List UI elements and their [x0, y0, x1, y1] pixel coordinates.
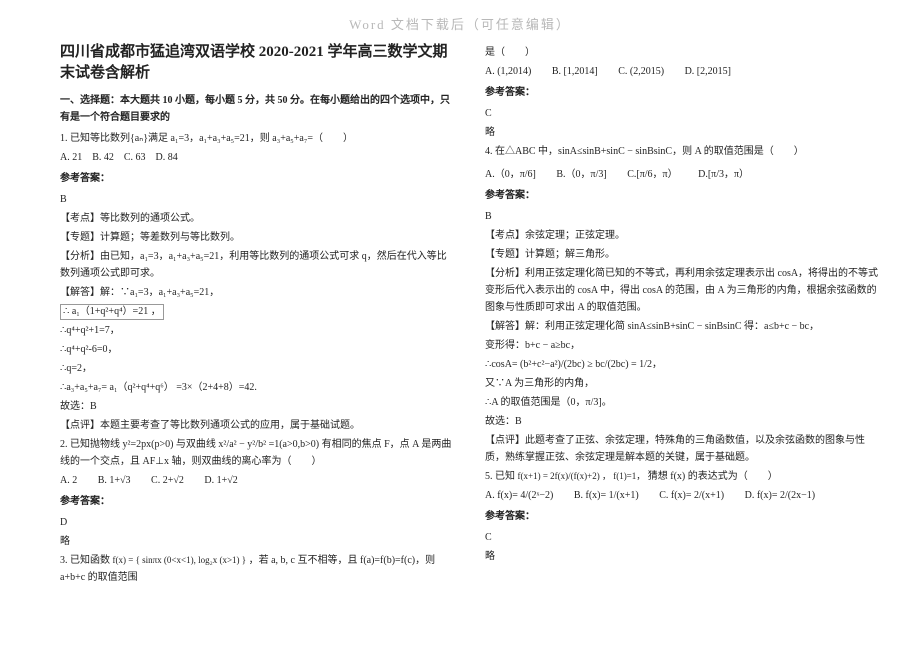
q1-zhuanti: 【专题】计算题；等差数列与等比数列。 — [60, 229, 455, 246]
q1-fenxi: 【分析】由已知，a₁=3，a₁+a₃+a₅=21，利用等比数列的通项公式可求 q… — [60, 248, 455, 282]
q2-opt-d: D. 1+√2 — [204, 475, 237, 486]
q1-kaodian: 【考点】等比数列的通项公式。 — [60, 210, 455, 227]
answer-label: 参考答案： — [485, 187, 880, 204]
q2-answer: D — [60, 514, 455, 531]
q5-opt-a: A. f(x)= 4/(2ˣ−2) — [485, 490, 553, 501]
q1-answer: B — [60, 191, 455, 208]
q4-step2: ∴cosA= (b²+c²−a²)/(2bc) ≥ bc/(2bc) = 1/2… — [485, 356, 880, 373]
q3-opt-c: C. (2,2015) — [618, 66, 664, 77]
q2-text: 2. 已知抛物线 y²=2px(p>0) 与双曲线 x²/a² − y²/b² … — [60, 436, 455, 470]
q4-options: A.（0，π/6] B.（0，π/3] C.[π/6，π） D.[π/3，π） — [485, 166, 880, 183]
right-column: 是（ ） A. (1,2014) B. [1,2014] C. (2,2015)… — [485, 42, 880, 588]
q3-brief: 略 — [485, 124, 880, 141]
answer-label: 参考答案： — [60, 170, 455, 187]
answer-label: 参考答案： — [485, 508, 880, 525]
q4-opt-a: A.（0，π/6] — [485, 169, 536, 180]
formula-box: ∴ a₁（1+q²+q⁴）=21 ， — [60, 304, 164, 320]
q2-options: A. 2 B. 1+√3 C. 2+√2 D. 1+√2 — [60, 472, 455, 489]
answer-label: 参考答案： — [485, 84, 880, 101]
q2-brief: 略 — [60, 533, 455, 550]
q1-step3: ∴q⁴+q²-6=0， — [60, 341, 455, 358]
q3-text: 3. 已知函数 f(x) = { sinπx (0<x<1), log₂x (x… — [60, 552, 455, 586]
q2-opt-a: A. 2 — [60, 475, 77, 486]
q4-answer: B — [485, 208, 880, 225]
q3-a: 3. 已知函数 — [60, 555, 110, 566]
q4-dianping: 【点评】此题考查了正弦、余弦定理，特殊角的三角函数值，以及余弦函数的图象与性质，… — [485, 432, 880, 466]
q1-step2: ∴q⁴+q²+1=7， — [60, 322, 455, 339]
q4-kaodian: 【考点】余弦定理；正弦定理。 — [485, 227, 880, 244]
q4-step3: 又∵A 为三角形的内角， — [485, 375, 880, 392]
q5-text: 5. 已知 f(x+1) = 2f(x)/(f(x)+2) ， f(1)=1， … — [485, 468, 880, 485]
q5-brief: 略 — [485, 548, 880, 565]
q5-opt-b: B. f(x)= 1/(x+1) — [574, 490, 639, 501]
q3-continue: 是（ ） — [485, 44, 880, 61]
q4-opt-b: B.（0，π/3] — [556, 169, 606, 180]
q5-answer: C — [485, 529, 880, 546]
q2-opt-c: C. 2+√2 — [151, 475, 184, 486]
q3-answer: C — [485, 105, 880, 122]
q1-dianping: 【点评】本题主要考查了等比数列通项公式的应用，属于基础试题。 — [60, 417, 455, 434]
q1-step6: 故选：B — [60, 398, 455, 415]
q4-opt-c: C.[π/6，π） — [627, 169, 677, 180]
q3-options: A. (1,2014) B. [1,2014] C. (2,2015) D. [… — [485, 63, 880, 80]
q5-b: 猜想 f(x) 的表达式为（ ） — [648, 471, 778, 482]
answer-label: 参考答案： — [60, 493, 455, 510]
q1-text: 1. 已知等比数列{aₙ}满足 a₁=3，a₁+a₃+a₅=21，则 a₃+a₅… — [60, 130, 455, 147]
q4-step5: 故选：B — [485, 413, 880, 430]
q3-opt-b: B. [1,2014] — [552, 66, 598, 77]
q1-step4: ∴q=2， — [60, 360, 455, 377]
q4-step1: 变形得：b+c − a≥bc， — [485, 337, 880, 354]
q1-options: A. 21 B. 42 C. 63 D. 84 — [60, 149, 455, 166]
q5-a: 5. 已知 — [485, 471, 515, 482]
q3-formula: f(x) = { sinπx (0<x<1), log₂x (x>1) } — [113, 555, 247, 565]
left-column: 四川省成都市猛追湾双语学校 2020-2021 学年高三数学文期末试卷含解析 一… — [60, 42, 455, 588]
q1-step5: ∴a₃+a₅+a₇= a₁（q²+q⁴+q⁶） =3×（2+4+8）=42. — [60, 379, 455, 396]
watermark: Word 文档下载后（可任意编辑） — [349, 14, 571, 33]
q4-fenxi: 【分析】利用正弦定理化简已知的不等式，再利用余弦定理表示出 cosA，将得出的不… — [485, 265, 880, 316]
q1-jieda: 【解答】解：∵a₁=3，a₁+a₃+a₅=21， — [60, 284, 455, 301]
q2-opt-b: B. 1+√3 — [98, 475, 131, 486]
q5-opt-c: C. f(x)= 2/(x+1) — [659, 490, 724, 501]
section-heading: 一、选择题：本大题共 10 小题，每小题 5 分，共 50 分。在每小题给出的四… — [60, 92, 455, 126]
q4-zhuanti: 【专题】计算题；解三角形。 — [485, 246, 880, 263]
q4-opt-d: D.[π/3，π） — [698, 169, 749, 180]
q4-jieda: 【解答】解：利用正弦定理化简 sinA≤sinB+sinC − sinBsinC… — [485, 318, 880, 335]
doc-title: 四川省成都市猛追湾双语学校 2020-2021 学年高三数学文期末试卷含解析 — [60, 42, 455, 84]
q5-formula: f(x+1) = 2f(x)/(f(x)+2) ， f(1)=1， — [518, 471, 646, 481]
q3-opt-a: A. (1,2014) — [485, 66, 531, 77]
q5-options: A. f(x)= 4/(2ˣ−2) B. f(x)= 1/(x+1) C. f(… — [485, 487, 880, 504]
q4-text: 4. 在△ABC 中，sinA≤sinB+sinC − sinBsinC，则 A… — [485, 143, 880, 160]
q5-opt-d: D. f(x)= 2/(2x−1) — [745, 490, 815, 501]
q1-formula1: ∴ a₁（1+q²+q⁴）=21 ， — [60, 303, 455, 320]
q4-step4: ∴A 的取值范围是（0，π/3]。 — [485, 394, 880, 411]
q3-opt-d: D. [2,2015] — [685, 66, 731, 77]
